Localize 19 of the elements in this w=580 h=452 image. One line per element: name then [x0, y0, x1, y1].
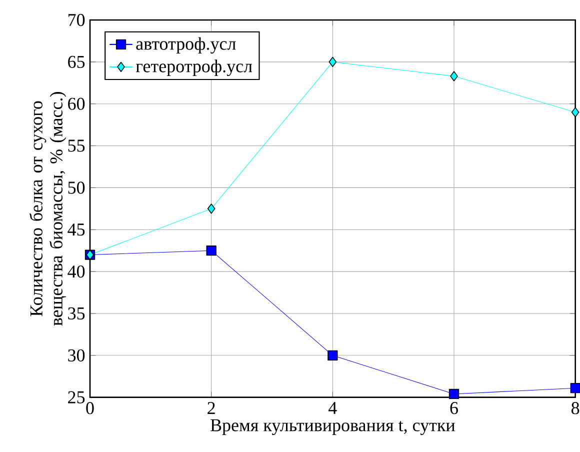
x-tick-label: 0	[86, 402, 94, 414]
y-tick-label: 35	[68, 307, 85, 320]
x-tick-label: 6	[450, 402, 458, 414]
y-axis-title: Количество белка от сухого вещества биомассы, % (масс.)	[29, 92, 66, 326]
x-tick-label: 2	[208, 402, 215, 414]
y-tick-label: 60	[68, 98, 85, 110]
y-tick-label: 65	[68, 56, 85, 68]
x-tick-label: 8	[572, 402, 580, 414]
legend-label: гетеротроф.усл	[136, 60, 252, 76]
x-tick-label: 4	[328, 402, 337, 414]
y-tick-label: 45	[68, 224, 85, 236]
y-tick-label: 50	[68, 182, 85, 194]
y-tick-label: 25	[68, 391, 85, 404]
y-tick-label: 30	[68, 349, 85, 362]
y-tick-label: 70	[68, 14, 85, 26]
x-axis-title: Время культивирования t, сутки	[210, 419, 455, 436]
y-tick-label: 40	[68, 265, 85, 278]
legend-label: автотроф.усл	[136, 37, 236, 54]
y-tick-label: 55	[68, 140, 85, 152]
